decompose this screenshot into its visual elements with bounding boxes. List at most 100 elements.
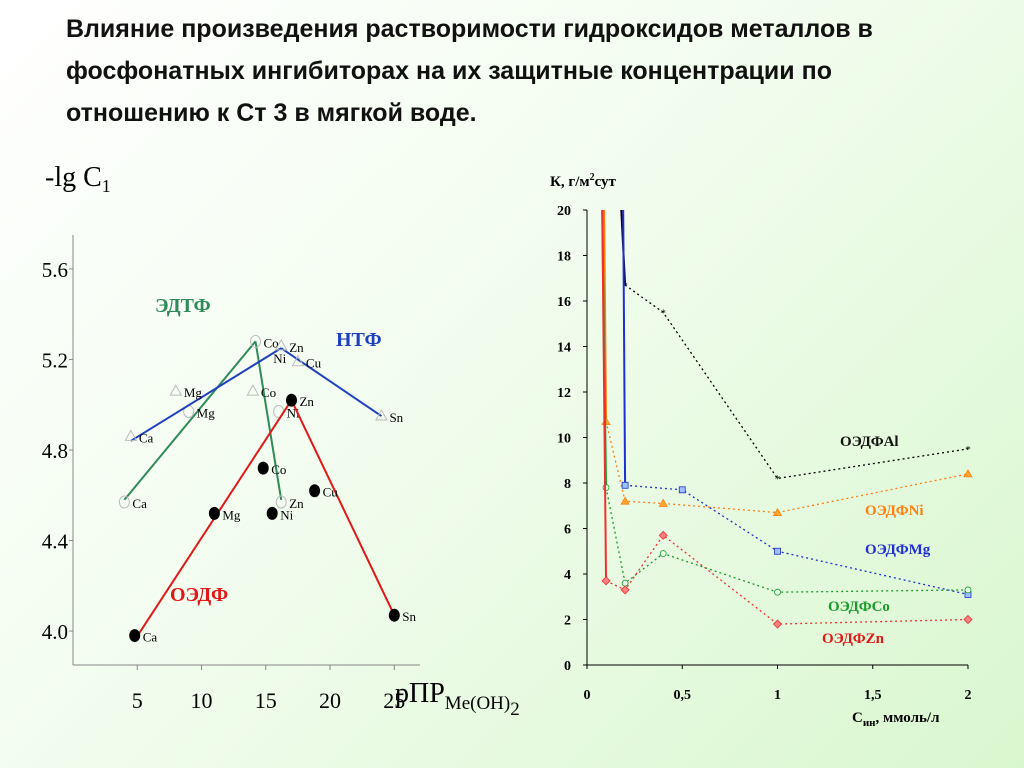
legend-label: ОЭДФNi [865,503,924,519]
point-label: Mg [222,507,241,522]
data-point [309,484,321,498]
data-point: * [660,307,666,319]
data-point [388,608,400,622]
point-label: Cu [323,485,339,500]
x-tick-label: 5 [132,688,143,713]
y-tick-label: 8 [564,477,571,492]
point-label: Ni [273,351,286,366]
data-point [658,530,668,540]
series-line [133,399,293,641]
point-label: Co [263,335,278,350]
data-point [249,334,261,348]
y-tick-label: 16 [557,295,571,310]
solubility-product-chart: 4.0 4.4 4.8 5.2 5.6 5 10 15 20 25 -lg C1 рПРMe(OH)2… [42,162,520,720]
point-label: Zn [289,496,304,511]
data-point: * [965,444,971,456]
x-tick-label: 2 [965,688,972,703]
legend-label: ОЭДФMg [865,542,931,558]
point-label: Sn [402,609,416,624]
series-line [130,347,282,442]
data-point [620,496,630,505]
y-tick-label: 0 [564,659,571,674]
data-point [659,550,667,557]
x-axis-title: Син, ммоль/л [852,710,940,729]
point-label: Zn [289,340,304,355]
y-axis-title-main: К, г/м [550,174,590,190]
data-point [266,506,278,520]
y-tick-label: 4.8 [42,439,68,463]
y-axis-title-tail: сут [595,174,617,190]
y-axis-title-main: -lg C [45,162,102,193]
data-point [678,486,686,494]
data-point [621,481,629,489]
point-label: Cu [306,356,322,371]
y-axis-title-sub: 1 [102,176,111,196]
y-tick-label: 20 [557,204,571,219]
series-line [290,399,396,616]
series-line [280,347,383,417]
x-tick-label: 10 [191,688,213,713]
data-point [774,547,781,555]
point-label: Ca [132,496,147,511]
y-tick-label: 5.2 [42,348,68,372]
data-point [291,354,305,367]
legend-label: ОЭДФAl [840,434,899,450]
series-steep-line [601,209,608,581]
data-point [169,384,183,396]
y-tick-label: 5.6 [42,258,68,282]
data-point [124,429,138,441]
data-point [246,384,260,396]
data-point [620,585,630,595]
data-point: * [775,473,781,485]
point-label: Co [271,462,286,477]
series-line [254,341,283,500]
data-point [772,507,783,516]
data-point [621,579,629,587]
point-label: Zn [299,394,314,409]
point-label: Ca [139,430,154,445]
data-point [774,588,781,596]
data-point [658,498,668,507]
x-axis-title-sub2: 2 [510,699,520,720]
data-point [963,469,973,478]
legend-label: ОЭДФZn [822,631,885,647]
y-axis-title-sup: 2 [590,172,595,183]
x-axis-title-main: рПР [395,678,445,709]
y-tick-label: 12 [557,386,571,401]
data-point [375,409,388,421]
x-axis-title: рПРMe(OH)2 [395,678,520,720]
y-tick-label: 6 [564,523,571,538]
series-name-label: НТФ [336,329,382,351]
x-axis-title-sub: ин [863,717,876,729]
y-tick-label: 4 [564,568,571,583]
legend-label: ОЭДФCo [828,599,890,615]
data-point [118,495,130,509]
data-point [772,619,783,629]
point-label: Co [261,385,276,400]
series-line [625,484,969,596]
y-axis-title: К, г/м2сут [550,172,617,190]
x-tick-label: 20 [319,688,341,713]
x-tick-label: 25 [383,688,405,713]
data-point [963,614,973,625]
point-label: Mg [197,406,216,421]
data-point [208,506,220,520]
x-tick-label: 1,5 [864,688,882,703]
x-tick-label: 0,5 [674,688,692,703]
series-name-label: ОЭДФ [170,584,228,606]
data-point [257,461,269,475]
y-tick-label: 14 [557,341,571,356]
series-steep-line [622,209,627,486]
series-line [624,284,969,480]
point-label: Ni [280,507,293,522]
y-tick-label: 2 [564,614,571,629]
slide-title: Влияние произведения растворимости гидро… [66,15,873,127]
x-axis-title-sub: Me(OH) [445,693,510,714]
data-point [275,495,287,509]
series-line [123,340,257,501]
y-tick-label: 4.4 [42,530,69,554]
data-point [129,629,141,643]
point-label: Ca [143,630,158,645]
x-axis-title-main: С [852,710,863,726]
